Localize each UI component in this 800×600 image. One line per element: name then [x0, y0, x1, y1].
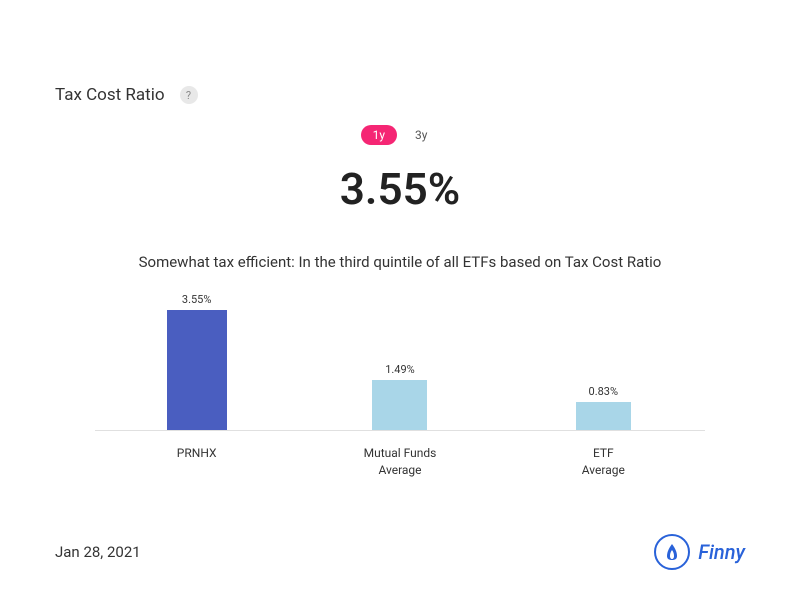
bar — [372, 380, 427, 430]
card-footer: Jan 28, 2021 Finny — [55, 534, 745, 570]
bar-value-label: 1.49% — [385, 363, 415, 376]
tab-1y[interactable]: 1y — [361, 125, 397, 145]
subtitle-text: Somewhat tax efficient: In the third qui… — [55, 253, 745, 271]
bar — [576, 402, 631, 430]
bar-category-label: PRNHX — [95, 445, 298, 479]
brand: Finny — [654, 534, 745, 570]
bar-group: 0.83% — [502, 301, 705, 430]
bar-category-label: ETFAverage — [502, 445, 705, 479]
period-tabs: 1y 3y — [55, 125, 745, 145]
card-header: Tax Cost Ratio ? — [55, 85, 745, 105]
bar — [167, 310, 227, 430]
footer-date: Jan 28, 2021 — [55, 543, 141, 561]
brand-icon — [654, 534, 690, 570]
tab-3y[interactable]: 3y — [403, 125, 439, 145]
bar-value-label: 3.55% — [182, 293, 212, 306]
brand-name: Finny — [698, 540, 745, 564]
bar-chart: 3.55% 1.49% 0.83% PRNHXMutual FundsAverage… — [55, 301, 745, 479]
headline-value: 3.55% — [55, 163, 745, 215]
card-title: Tax Cost Ratio — [55, 85, 165, 105]
tax-cost-card: Tax Cost Ratio ? 1y 3y 3.55% Somewhat ta… — [0, 0, 800, 479]
bar-value-label: 0.83% — [589, 385, 619, 398]
bar-group: 3.55% — [95, 301, 298, 430]
bar-group: 1.49% — [298, 301, 501, 430]
bar-category-label: Mutual FundsAverage — [298, 445, 501, 479]
help-icon[interactable]: ? — [180, 86, 198, 104]
